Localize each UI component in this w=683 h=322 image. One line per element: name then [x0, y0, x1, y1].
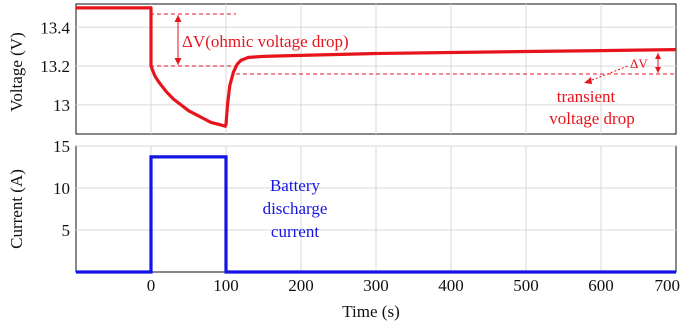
current-label-line1: Battery	[270, 176, 321, 195]
voltage-panel: 13.4 13.2 13 ΔV(ohmic voltage drop) ΔV tra…	[7, 3, 677, 135]
transient-arrow-up	[655, 53, 661, 59]
transient-arrow-down	[655, 67, 661, 73]
time-x-tick-label: 400	[438, 276, 464, 295]
current-y-ticks: 15 10 5	[53, 137, 70, 240]
time-x-tick-label: 200	[288, 276, 314, 295]
current-y-tick-label: 10	[53, 179, 70, 198]
time-x-tick-label: 300	[363, 276, 389, 295]
transient-dv-label: ΔV	[630, 56, 648, 71]
current-series-line	[76, 155, 676, 274]
ohmic-drop-label: ΔV(ohmic voltage drop)	[182, 32, 349, 51]
current-panel: 15 10 5 0 100 200 300 400 500 600 700 Battery dis…	[7, 137, 680, 321]
time-x-axis-label: Time (s)	[342, 302, 399, 321]
time-x-ticks: 0 100 200 300 400 500 600 700	[147, 276, 680, 295]
time-x-tick-label: 500	[513, 276, 539, 295]
current-label-line2: discharge	[263, 199, 328, 218]
voltage-y-axis-label: Voltage (V)	[7, 32, 26, 111]
transient-leader-arrow	[584, 77, 592, 84]
voltage-y-tick-label: 13.2	[40, 57, 70, 76]
transient-leader-line	[591, 65, 629, 81]
voltage-y-tick-label: 13.4	[40, 18, 70, 37]
voltage-y-ticks: 13.4 13.2 13	[40, 18, 70, 115]
voltage-grid	[76, 4, 676, 134]
ohmic-arrow-up	[174, 15, 182, 22]
current-y-tick-label: 15	[53, 137, 70, 156]
voltage-series-line	[76, 6, 677, 128]
current-y-axis-label: Current (A)	[7, 169, 26, 249]
time-x-tick-label: 100	[213, 276, 239, 295]
time-x-tick-label: 700	[655, 276, 681, 295]
transient-label-line1: transient	[557, 87, 616, 106]
time-x-tick-label: 0	[147, 276, 156, 295]
transient-label-line2: voltage drop	[549, 109, 634, 128]
voltage-y-tick-label: 13	[53, 96, 70, 115]
current-y-tick-label: 5	[62, 221, 71, 240]
ohmic-arrow-down	[174, 58, 182, 65]
time-x-tick-label: 600	[588, 276, 614, 295]
current-label-line3: current	[271, 222, 319, 241]
